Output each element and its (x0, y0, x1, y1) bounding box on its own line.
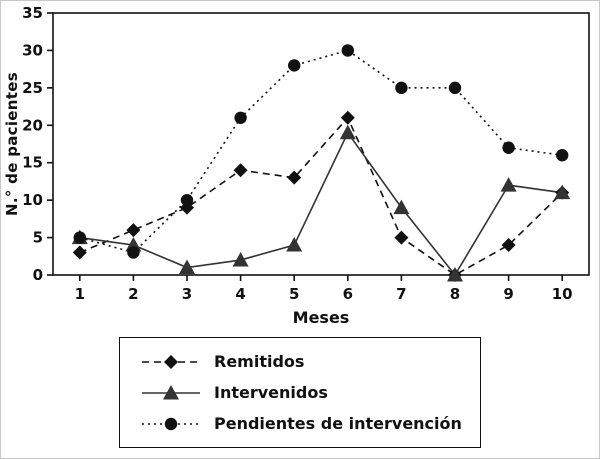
x-axis-label: Meses (292, 308, 350, 327)
svg-text:8: 8 (450, 285, 460, 303)
legend-label: Remitidos (214, 352, 305, 371)
svg-text:3: 3 (182, 285, 192, 303)
plot-svg: 0 5 10 15 20 25 30 35 1 2 3 4 5 6 7 8 9 10 (22, 4, 590, 303)
svg-text:5: 5 (289, 285, 299, 303)
svg-text:35: 35 (22, 4, 43, 22)
svg-text:25: 25 (22, 79, 43, 97)
svg-text:0: 0 (33, 266, 43, 284)
legend-marker-pendientes (142, 417, 200, 430)
svg-text:30: 30 (22, 41, 43, 59)
svg-text:20: 20 (22, 116, 43, 134)
svg-text:7: 7 (396, 285, 406, 303)
legend-marker-intervenidos (142, 384, 200, 399)
svg-text:5: 5 (33, 229, 43, 247)
y-axis-label: N.° de pacientes (3, 72, 21, 216)
svg-text:10: 10 (22, 191, 43, 209)
svg-text:1: 1 (75, 285, 85, 303)
legend-label: Pendientes de intervención (214, 414, 462, 433)
chart: N.° de pacientes 0 5 10 15 20 25 30 35 1 2 3 4 5 6 7 8 9… (1, 3, 600, 308)
legend: Remitidos Intervenidos Pendientes de int… (119, 337, 481, 448)
legend-item: Intervenidos (140, 377, 464, 408)
legend-item: Pendientes de intervención (140, 408, 464, 439)
svg-text:6: 6 (343, 285, 353, 303)
legend-label: Intervenidos (214, 383, 328, 402)
svg-text:9: 9 (503, 285, 513, 303)
svg-text:2: 2 (128, 285, 138, 303)
legend-item: Remitidos (140, 346, 464, 377)
svg-text:10: 10 (552, 285, 573, 303)
svg-text:4: 4 (235, 285, 245, 303)
svg-text:15: 15 (22, 154, 43, 172)
legend-marker-remitidos (142, 354, 200, 369)
